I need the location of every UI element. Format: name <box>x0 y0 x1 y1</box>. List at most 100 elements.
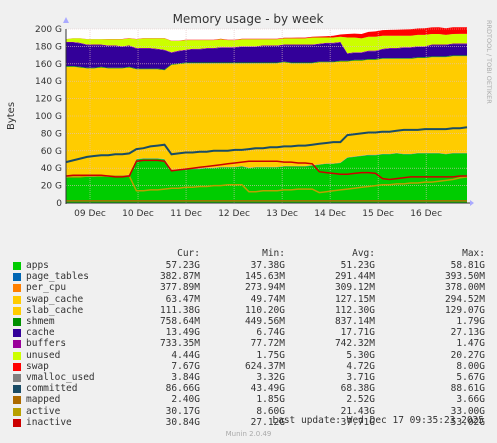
y-tick-label: 160 G <box>35 60 62 70</box>
legend-swatch <box>13 362 21 371</box>
legend-cur-value: 30.84G <box>165 416 200 428</box>
legend-row-inactive: inactive 30.84G 27.12G 37.71G 53.02G <box>0 417 497 429</box>
legend-cur-value: 57.23G <box>165 260 200 271</box>
chart-title: Memory usage - by week <box>173 12 324 26</box>
legend-row-swap-cache: swap_cache 63.47M 49.74M 127.15M 294.52M <box>0 294 497 306</box>
legend-swatch <box>13 374 21 382</box>
x-tick-label: 12 Dec <box>218 209 250 219</box>
legend-min-value: 1.75G <box>256 349 285 361</box>
legend-name: swap <box>26 360 49 372</box>
legend-name: mapped <box>26 394 61 406</box>
legend-max-value: 33.00G <box>450 405 485 417</box>
legend-avg-value: 3.71G <box>346 372 375 383</box>
legend-swatch <box>13 318 21 326</box>
legend-max-value: 8.00G <box>456 360 485 372</box>
legend-header-max: Max: <box>462 248 485 259</box>
legend-max-value: 393.50M <box>444 271 485 283</box>
area-cache <box>66 42 467 70</box>
legend-min-value: 27.12G <box>250 416 285 428</box>
memory-chart: Memory usage - by week RRDTOOL / TOBI OE… <box>6 12 493 219</box>
legend-max-value: 294.52M <box>444 293 485 305</box>
munin-version: Munin 2.0.49 <box>225 430 272 438</box>
y-tick-label: 40 G <box>41 164 62 174</box>
legend-min-value: 624.37M <box>244 360 285 372</box>
legend-max-value: 53.02G <box>450 416 485 428</box>
line-series <box>65 126 468 202</box>
legend-swatch <box>13 340 21 349</box>
legend-swatch <box>13 385 21 394</box>
x-axis-arrow <box>470 200 474 206</box>
legend-row-active: active 30.17G 8.60G 21.43G 33.00G <box>0 406 497 418</box>
legend-max-value: 378.00M <box>444 282 485 294</box>
legend-max-value: 1.79G <box>456 316 485 327</box>
legend-max-value: 1.47G <box>456 338 485 350</box>
legend-min-value: 1.85G <box>256 394 285 406</box>
x-tick-label: 14 Dec <box>314 209 346 219</box>
legend-avg-value: 5.30G <box>346 349 375 361</box>
legend-cur-value: 2.40G <box>171 394 200 406</box>
legend-cur-value: 30.17G <box>165 405 200 417</box>
legend-swatch <box>13 273 21 282</box>
legend-row-buffers: buffers 733.35M 77.72M 742.32M 1.47G <box>0 338 497 350</box>
legend-max-value: 3.66G <box>456 394 485 406</box>
legend-swatch <box>13 396 21 405</box>
legend-name: active <box>26 405 61 417</box>
x-tick-label: 15 Dec <box>362 209 394 219</box>
legend-row-committed: committed 86.66G 43.49G 68.38G 88.61G <box>0 383 497 395</box>
legend-row-unused: unused 4.44G 1.75G 5.30G 20.27G <box>0 350 497 362</box>
legend-min-value: 145.63M <box>244 271 285 283</box>
x-tick-label: 16 Dec <box>410 209 442 219</box>
legend-swatch <box>13 262 21 270</box>
legend-swatch <box>13 306 21 315</box>
grid-lines <box>66 28 467 203</box>
legend-min-value: 49.74M <box>250 293 285 305</box>
legend-avg-value: 112.30G <box>334 304 375 316</box>
legend-avg-value: 309.12M <box>334 282 375 294</box>
legend-min-value: 110.20G <box>244 304 285 316</box>
x-tick-label: 10 Dec <box>122 209 154 219</box>
legend-cur-value: 111.38G <box>159 304 200 316</box>
legend-header-min: Min: <box>262 248 285 259</box>
legend-swatch <box>13 407 21 416</box>
legend-name: slab_cache <box>26 304 84 316</box>
y-tick-label: 100 G <box>35 112 62 122</box>
y-tick-label: 140 G <box>35 77 62 87</box>
legend-max-value: 5.67G <box>456 372 485 383</box>
legend-avg-value: 37.71G <box>340 416 375 428</box>
legend-row-shmem: shmem 758.64M 449.56M 837.14M 1.79G <box>0 316 497 328</box>
area-swap <box>66 27 467 41</box>
legend-name: buffers <box>26 338 67 350</box>
legend-row-per-cpu: per_cpu 377.89M 273.94M 309.12M 378.00M <box>0 282 497 294</box>
y-tick-label: 60 G <box>41 147 62 157</box>
legend-row-swap: swap 7.67G 624.37M 4.72G 8.00G <box>0 361 497 373</box>
area-apps <box>66 153 467 203</box>
area-shmem <box>66 55 467 71</box>
legend-min-value: 37.38G <box>250 260 285 271</box>
line-committed <box>65 126 468 164</box>
legend-cur-value: 382.87M <box>159 271 200 283</box>
legend-max-value: 58.81G <box>450 260 485 271</box>
legend-name: apps <box>26 260 49 271</box>
y-axis-label: Bytes <box>6 102 17 130</box>
legend-row-mapped: mapped 2.40G 1.85G 2.52G 3.66G <box>0 394 497 406</box>
area-buffers <box>66 41 467 54</box>
legend-cur-value: 4.44G <box>171 349 200 361</box>
legend-avg-value: 51.23G <box>340 260 375 271</box>
legend-min-value: 43.49G <box>250 383 285 395</box>
legend-cur-value: 7.67G <box>171 360 200 372</box>
legend-max-value: 129.07G <box>444 304 485 316</box>
legend-max-value: 20.27G <box>450 349 485 361</box>
legend-avg-value: 17.71G <box>340 327 375 339</box>
legend-name: unused <box>26 349 61 361</box>
legend-cur-value: 377.89M <box>159 282 200 294</box>
y-axis-arrow <box>63 17 69 23</box>
legend-avg-value: 68.38G <box>340 383 375 395</box>
y-tick-label: 120 G <box>35 95 62 105</box>
legend-avg-value: 742.32M <box>334 338 375 350</box>
legend-header-avg: Avg: <box>352 248 375 259</box>
x-tick-label: 13 Dec <box>266 209 298 219</box>
legend-cur-value: 3.84G <box>171 372 200 383</box>
legend-name: page_tables <box>26 271 89 283</box>
legend-min-value: 8.60G <box>256 405 285 417</box>
rrdtool-credit: RRDTOOL / TOBI OETIKER <box>485 20 493 104</box>
